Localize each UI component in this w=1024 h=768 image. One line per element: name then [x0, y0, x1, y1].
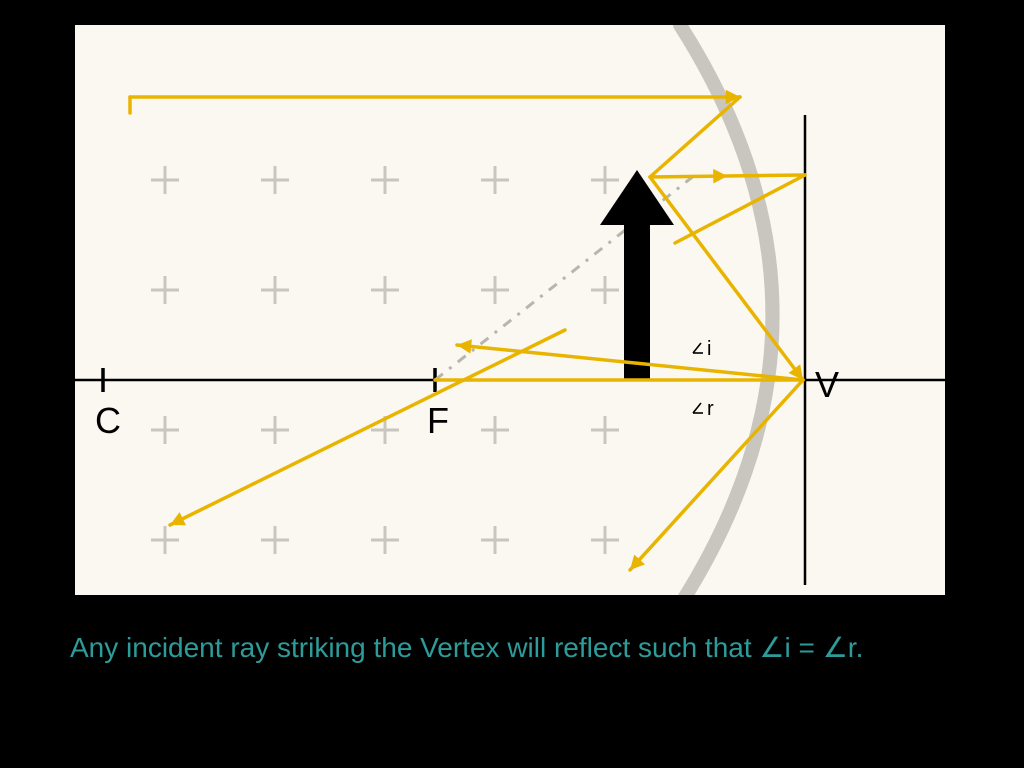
slide: C F Vi r Any incident ray striking the Vert… — [0, 0, 1024, 768]
svg-text:C: C — [95, 400, 121, 441]
caption-period: . — [856, 632, 864, 663]
optics-diagram: C F Vi r — [75, 25, 945, 595]
svg-text:r: r — [707, 398, 714, 420]
diagram-svg: C F Vi r — [75, 25, 945, 595]
angle-symbol-i: ∠ — [759, 632, 784, 663]
svg-text:i: i — [707, 338, 711, 360]
caption-text: Any incident ray striking the Vertex wil… — [70, 630, 950, 665]
angle-symbol-r: ∠ — [823, 632, 848, 663]
caption-eq: = — [791, 632, 823, 663]
caption-r: r — [848, 632, 856, 663]
caption-pre: Any incident ray striking the Vertex wil… — [70, 632, 759, 663]
svg-text:V: V — [815, 364, 839, 405]
svg-text:F: F — [427, 400, 449, 441]
